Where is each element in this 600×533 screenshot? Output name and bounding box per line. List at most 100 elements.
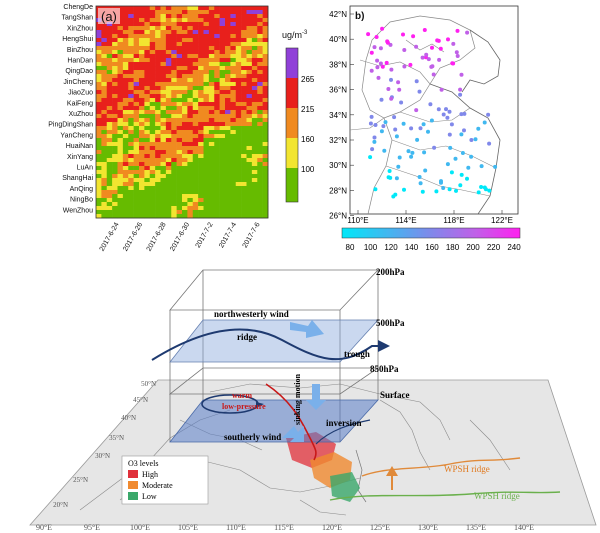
heatmap-cell [241,50,247,55]
heatmap-cell [187,6,194,11]
heatmap-cell [96,134,102,139]
heatmap-cell [122,74,129,79]
heatmap-cell [262,170,269,175]
heatmap-cell [171,110,177,115]
heatmap-frame [95,5,269,219]
heatmap-cell [128,122,134,127]
heatmap-cell [122,198,129,203]
heatmap-cell [165,118,172,123]
heatmap-cell [230,182,237,187]
heatmap-cell [149,102,156,107]
low-pressure-arrowhead [256,402,264,408]
heatmap-cell [160,6,167,11]
heatmap-cell [182,70,188,75]
station-dot [436,107,441,112]
heatmap-cell [230,66,237,71]
heatmap-cell [251,130,258,135]
heatmap-cell [262,110,269,115]
heatmap-cell [165,26,172,31]
station-dot [385,40,390,45]
heatmap-cell [128,142,134,147]
heatmap-cell [235,90,242,95]
heatmap-cell [117,86,124,91]
station-dot [406,149,411,154]
heatmap-cell [171,154,177,159]
heatmap-cell [257,94,263,99]
heatmap-cell [165,170,172,175]
station-dot [450,61,455,66]
heatmap-cell [230,6,237,11]
heatmap-cell [101,98,108,103]
heatmap-cell [149,174,156,179]
heatmap-cell [257,154,263,159]
heatmap-cell [230,82,237,87]
heatmap-cell [203,30,210,35]
heatmap-cell [208,106,215,111]
date-label: 2017-7-4 [218,221,238,249]
heatmap-cell [133,30,140,35]
heatmap-cell [96,146,102,151]
heatmap-cell [160,74,167,79]
heatmap-cell [203,162,210,167]
heatmap-cell [182,114,188,119]
heatmap-cell [257,170,263,175]
heatmap-cell [112,158,118,163]
heatmap-cell [176,18,183,23]
heatmap-cell [160,62,167,67]
station-dot [383,120,388,125]
heatmap-cell [214,138,220,143]
heatmap-cell [262,106,269,111]
heatmap-cell [171,34,177,39]
heatmap-cell [128,10,134,15]
heatmap-cell [214,122,220,127]
heatmap-cell [241,14,247,19]
heatmap-cell [235,50,242,55]
heatmap-cell [176,70,183,75]
station-dot [424,52,429,57]
heatmap-cell [262,194,269,199]
heatmap-cell [187,34,194,39]
colorbar-green [286,168,298,202]
heatmap-cell [241,178,247,183]
heatmap-cell [203,170,210,175]
heatmap-cell [176,194,183,199]
heatmap-cell [122,78,129,83]
heatmap-cell [187,94,194,99]
heatmap-cell [165,114,172,119]
heatmap-cell [144,50,151,55]
heatmap-cell [165,10,172,15]
heatmap-cell [241,198,247,203]
heatmap-cell [225,70,231,75]
heatmap-cell [257,190,263,195]
heatmap-cell [203,42,210,47]
heatmap-cell [117,42,124,47]
heatmap-cell [182,142,188,147]
heatmap-cell [230,186,237,191]
heatmap-cell [208,114,215,119]
heatmap-cell [251,114,258,119]
heatmap-cell [117,190,124,195]
heatmap-cell [182,98,188,103]
heatmap-cell [101,46,108,51]
station-dot [453,156,458,161]
heatmap-cell [106,138,113,143]
heatmap-cell [122,58,129,63]
heatmap-cell [155,38,161,43]
heatmap-cell [155,182,161,187]
heatmap-cell [225,90,231,95]
station-dot [454,188,458,193]
heatmap-cell [101,66,108,71]
heatmap-cell [176,34,183,39]
heatmap-cell [155,18,161,23]
heatmap-cell [165,94,172,99]
heatmap-cell [171,98,177,103]
heatmap-cell [187,214,194,219]
heatmap-cell [262,146,269,151]
heatmap-cell [203,126,210,131]
heatmap-cell [208,150,215,155]
station-dot [476,126,481,131]
heatmap-cell [155,74,161,79]
heatmap-cell [122,98,129,103]
heatmap-cell [101,154,108,159]
heatmap-cell [251,98,258,103]
